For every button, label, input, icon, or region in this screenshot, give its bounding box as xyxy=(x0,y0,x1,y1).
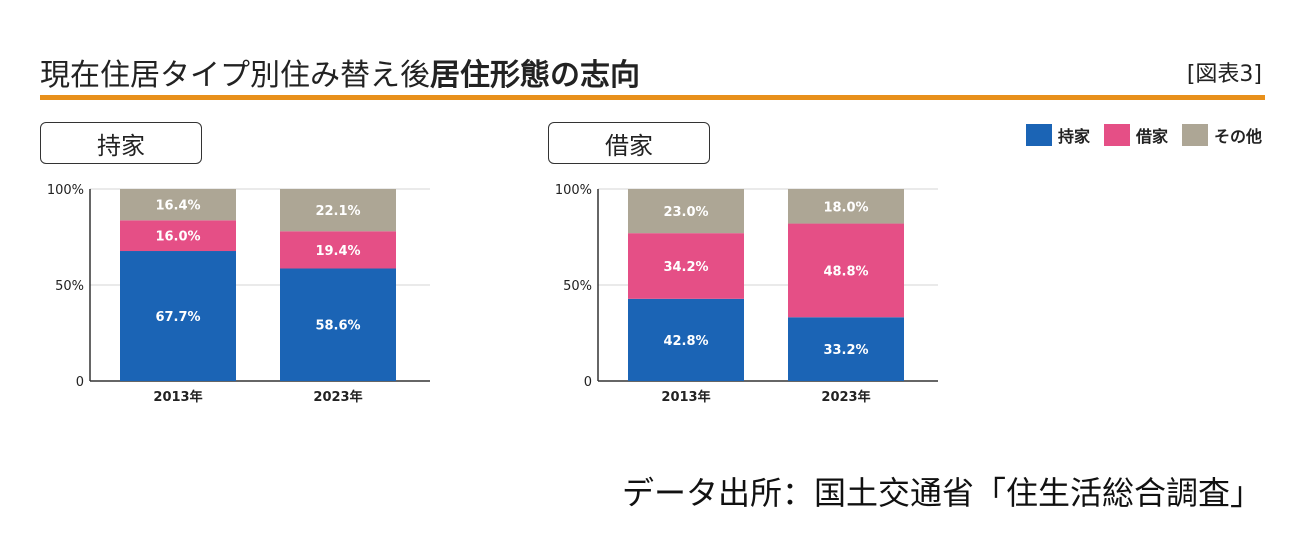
bar-segment-other xyxy=(788,189,904,224)
y-tick-label: 50% xyxy=(55,279,84,294)
legend-label-rented: 借家 xyxy=(1135,127,1168,146)
data-label: 19.4% xyxy=(315,244,360,259)
title-bold: 居住形態の志向 xyxy=(430,58,640,93)
bar-segment-owned xyxy=(280,268,396,381)
legend-label-owned: 持家 xyxy=(1057,127,1090,146)
data-label: 22.1% xyxy=(315,204,360,219)
data-label: 23.0% xyxy=(663,205,708,220)
chart-rented: 0 50% 100% 42.8% 34.2% 23.0% 2013年 33.2% 48.8% 18… xyxy=(555,183,938,405)
x-tick-label: 2023年 xyxy=(821,389,870,405)
legend-item-other: その他 xyxy=(1181,123,1262,147)
data-label: 33.2% xyxy=(823,343,868,358)
y-tick-label: 50% xyxy=(563,279,592,294)
x-tick-label: 2023年 xyxy=(313,389,362,405)
x-tick-label: 2013年 xyxy=(153,389,202,405)
bar-segment-rented xyxy=(628,233,744,299)
data-label: 18.0% xyxy=(823,200,868,215)
chart-page-title: 現在住居タイプ別住み替え後居住形態の志向 xyxy=(40,50,640,94)
chart-owned: 0 50% 100% 67.7% 16.0% 16.4% 2013年 58.6% 19.4% 22… xyxy=(47,183,430,405)
y-tick-label: 0 xyxy=(584,375,592,390)
y-tick-label: 0 xyxy=(76,375,84,390)
bar-segment-other xyxy=(628,189,744,234)
bar-segment-owned xyxy=(120,251,236,381)
bar-segment-rented xyxy=(120,220,236,252)
bar-segment-other xyxy=(120,189,236,221)
legend-swatch-owned xyxy=(1025,124,1052,146)
data-label: 58.6% xyxy=(315,319,360,334)
x-tick-label: 2013年 xyxy=(661,389,710,405)
legend: 持家 借家 その他 xyxy=(1025,123,1262,147)
title-regular: 現在住居タイプ別住み替え後 xyxy=(40,58,430,93)
bar-segment-owned xyxy=(788,317,904,381)
data-label: 48.8% xyxy=(823,264,868,279)
source-note: データ出所：国土交通省「住生活総合調査」 xyxy=(621,474,1262,512)
title-rule xyxy=(40,95,1265,100)
data-label: 16.0% xyxy=(155,230,200,245)
legend-swatch-other xyxy=(1181,124,1208,146)
data-label: 42.8% xyxy=(663,334,708,349)
chart-title-owned: 持家 xyxy=(40,122,202,164)
bar-segment-other xyxy=(280,189,396,232)
bar-segment-rented xyxy=(280,231,396,269)
y-tick-label: 100% xyxy=(555,183,592,198)
data-label: 16.4% xyxy=(155,199,200,214)
data-label: 67.7% xyxy=(155,310,200,325)
figure-label: [図表3] xyxy=(1186,62,1262,87)
y-tick-label: 100% xyxy=(47,183,84,198)
data-label: 34.2% xyxy=(663,260,708,275)
legend-item-rented: 借家 xyxy=(1103,123,1168,147)
legend-label-other: その他 xyxy=(1213,127,1262,146)
bar-segment-rented xyxy=(788,223,904,318)
legend-item-owned: 持家 xyxy=(1025,123,1090,147)
legend-swatch-rented xyxy=(1103,124,1130,146)
bar-segment-owned xyxy=(628,298,744,381)
chart-title-rented: 借家 xyxy=(548,122,710,164)
